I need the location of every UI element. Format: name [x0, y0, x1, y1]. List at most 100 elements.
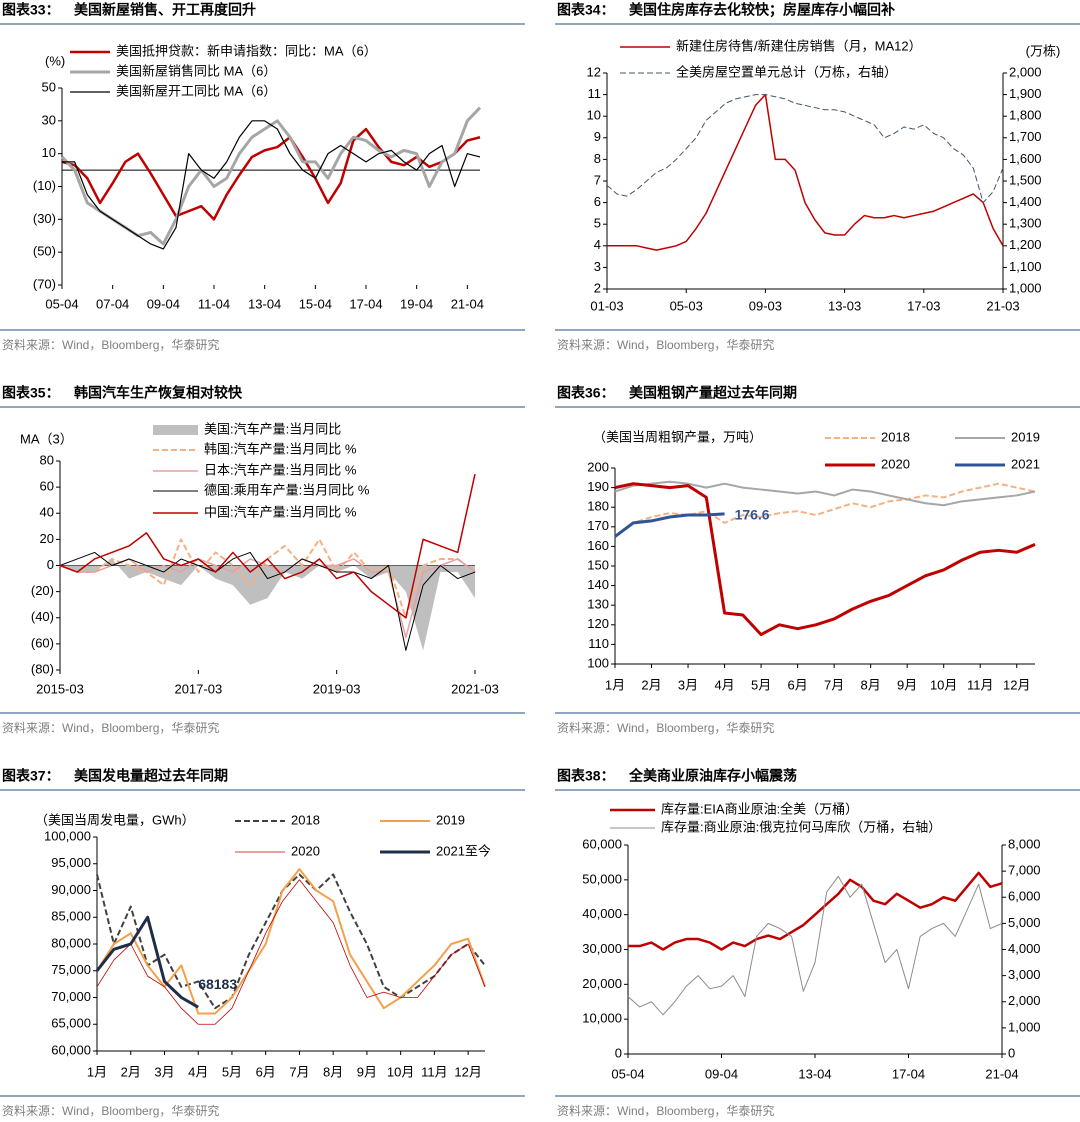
y-tick-label: 170: [587, 518, 609, 533]
legend-label: 美国新屋开工同比 MA（6）: [116, 83, 276, 98]
y2-tick-label: 7,000: [1008, 863, 1041, 878]
y2-tick-label: 1,900: [1009, 86, 1042, 101]
legend-label: 库存量:商业原油:俄克拉何马库欣（万桶，右轴）: [661, 819, 941, 834]
line: [96, 868, 486, 1015]
y-tick-label: 65,000: [51, 1016, 91, 1031]
line: [59, 551, 476, 651]
y-tick-label: 130: [587, 597, 609, 612]
line: [96, 873, 486, 1010]
y-tick-label: 150: [587, 557, 609, 572]
x-tick-label: 05-03: [670, 298, 703, 313]
y-tick-label: 160: [587, 538, 609, 553]
x-tick-label: 3月: [154, 1064, 174, 1079]
y2-tick-label: 3,000: [1008, 967, 1041, 982]
y-tick-label: 70,000: [51, 989, 91, 1004]
unit-label: (%): [45, 53, 65, 68]
y-tick-label: 4: [594, 237, 601, 252]
line: [614, 480, 1036, 507]
x-tick-label: 6月: [787, 677, 807, 692]
legend-label: 美国抵押贷款：新申请指数：同比：MA（6）: [116, 43, 377, 58]
x-tick-label: 21-04: [451, 296, 484, 311]
y-tick-label: 20: [40, 531, 54, 546]
x-tick-label: 2019-03: [313, 681, 361, 696]
legend-label: 美国新屋销售同比 MA（6）: [116, 63, 276, 78]
line: [61, 127, 481, 221]
y-tick-label: 0: [47, 557, 54, 572]
x-tick-label: 19-04: [400, 296, 433, 311]
legend-label: 库存量:EIA商业原油:全美（万桶）: [661, 801, 858, 816]
area: [60, 558, 475, 651]
y-tick-label: (50): [33, 244, 56, 259]
line: [628, 871, 1003, 951]
legend-label: 2021至今: [436, 843, 491, 858]
x-tick-label: 2015-03: [36, 681, 84, 696]
y-tick-label: 140: [587, 577, 609, 592]
y-tick-label: 110: [588, 636, 609, 651]
x-tick-label: 11月: [967, 677, 994, 692]
figure-title: 韩国汽车生产恢复相对较快: [74, 385, 243, 401]
x-tick-label: 1月: [605, 677, 625, 692]
source: 资料来源：Wind，Bloomberg，华泰研究: [2, 720, 219, 735]
y-tick-label: 11: [588, 86, 602, 101]
x-tick-label: 09-04: [147, 296, 180, 311]
y-tick-label: (10): [33, 178, 56, 193]
x-tick-label: 17-03: [907, 298, 940, 313]
source: 资料来源：Wind，Bloomberg，华泰研究: [2, 337, 219, 352]
unit-label: (万栋): [1026, 43, 1061, 58]
figure-title: 全美商业原油库存小幅震荡: [628, 768, 797, 784]
y-tick-label: 180: [587, 499, 609, 514]
y-tick-label: 2: [594, 280, 601, 295]
y2-tick-label: 1,000: [1008, 1019, 1041, 1034]
x-tick-label: 05-04: [611, 1066, 644, 1081]
figure-label: 图表37：: [2, 768, 60, 784]
y-tick-label: 90,000: [51, 882, 91, 897]
y-tick-label: 50: [42, 79, 56, 94]
y2-tick-label: 1,000: [1009, 280, 1042, 295]
line: [62, 120, 481, 250]
x-tick-label: 9月: [357, 1064, 377, 1079]
x-tick-label: 17-04: [892, 1066, 925, 1081]
y2-tick-label: 6,000: [1008, 889, 1041, 904]
x-tick-label: 7月: [824, 677, 844, 692]
y2-tick-label: 1,600: [1009, 151, 1042, 166]
x-tick-label: 8月: [861, 677, 881, 692]
source: 资料来源：Wind，Bloomberg，华泰研究: [557, 1103, 774, 1118]
y2-tick-label: 1,300: [1009, 216, 1042, 231]
line: [607, 93, 1004, 251]
legend-label: 2018: [291, 812, 320, 827]
x-tick-label: 4月: [188, 1064, 208, 1079]
y2-tick-label: 2,000: [1009, 64, 1042, 79]
y-tick-label: 10: [587, 108, 601, 123]
x-tick-label: 5月: [751, 677, 771, 692]
x-tick-label: 09-03: [749, 298, 782, 313]
y-tick-label: (60): [31, 635, 54, 650]
data-label: 176.6: [735, 507, 770, 523]
legend-label: 全美房屋空置单元总计（万栋，右轴）: [676, 64, 897, 79]
y-tick-label: 30: [42, 112, 56, 127]
figure-label: 图表34：: [557, 2, 615, 18]
source: 资料来源：Wind，Bloomberg，华泰研究: [2, 1103, 219, 1118]
y-tick-label: 10,000: [582, 1011, 622, 1026]
legend-label: 韩国:汽车产量:当月同比 %: [204, 441, 357, 456]
y-tick-label: 40,000: [582, 906, 622, 921]
y-tick-label: 40: [40, 505, 54, 520]
y-tick-label: 120: [587, 616, 609, 631]
figure-label: 图表33：: [2, 2, 60, 18]
legend-swatch: [153, 425, 198, 435]
legend-label: 美国:汽车产量:当月同比: [204, 421, 341, 436]
y-tick-label: (40): [31, 609, 54, 624]
figure-title: 美国粗钢产量超过去年同期: [629, 385, 797, 401]
y-tick-label: 7: [594, 172, 601, 187]
y2-tick-label: 1,800: [1009, 108, 1042, 123]
x-tick-label: 3月: [678, 677, 698, 692]
y-tick-label: 50,000: [582, 871, 622, 886]
x-tick-label: 1月: [87, 1064, 107, 1079]
figure-title: 美国发电量超过去年同期: [74, 768, 228, 784]
x-tick-label: 2021-03: [451, 681, 499, 696]
figure-label: 图表35：: [2, 385, 60, 401]
legend-label: 2020: [881, 456, 910, 471]
y-tick-label: 190: [587, 479, 609, 494]
y-tick-label: 200: [587, 459, 609, 474]
legend-label: 新建住房待售/新建住房销售（月，MA12）: [676, 38, 922, 53]
